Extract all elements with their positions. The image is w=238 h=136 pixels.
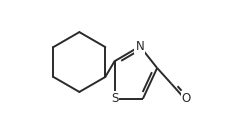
Text: O: O [182,92,191,105]
Text: S: S [111,92,118,105]
Text: N: N [136,40,144,53]
